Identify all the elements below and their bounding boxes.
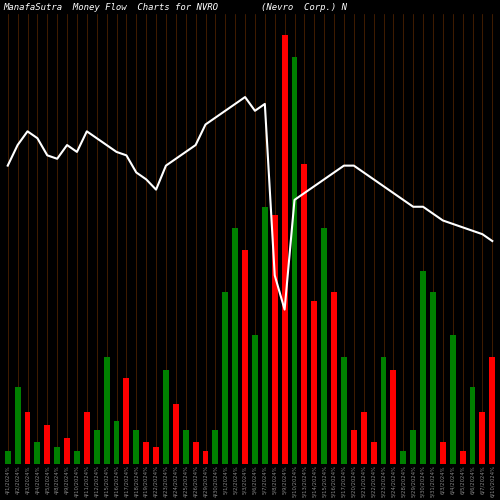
Bar	[173, 404, 179, 464]
Bar	[232, 228, 238, 464]
Bar	[312, 301, 317, 464]
Bar	[124, 378, 130, 464]
Bar	[351, 430, 357, 464]
Bar	[321, 228, 327, 464]
Bar	[153, 446, 159, 464]
Bar	[370, 442, 376, 464]
Bar	[5, 451, 10, 464]
Bar	[400, 451, 406, 464]
Bar	[361, 412, 366, 464]
Bar	[163, 370, 169, 464]
Bar	[74, 451, 80, 464]
Bar	[34, 442, 40, 464]
Bar	[202, 451, 208, 464]
Bar	[450, 336, 456, 464]
Bar	[24, 412, 30, 464]
Bar	[84, 412, 90, 464]
Bar	[104, 356, 110, 464]
Bar	[460, 451, 466, 464]
Bar	[470, 386, 476, 464]
Bar	[302, 164, 308, 464]
Bar	[54, 446, 60, 464]
Bar	[114, 421, 119, 464]
Bar	[134, 430, 139, 464]
Bar	[14, 386, 20, 464]
Bar	[222, 292, 228, 464]
Bar	[282, 36, 288, 464]
Bar	[143, 442, 149, 464]
Bar	[272, 216, 278, 464]
Bar	[390, 370, 396, 464]
Bar	[183, 430, 188, 464]
Bar	[242, 250, 248, 464]
Bar	[490, 356, 495, 464]
Bar	[212, 430, 218, 464]
Bar	[262, 207, 268, 464]
Bar	[331, 292, 337, 464]
Bar	[410, 430, 416, 464]
Bar	[64, 438, 70, 464]
Bar	[44, 426, 50, 464]
Bar	[252, 336, 258, 464]
Bar	[94, 430, 100, 464]
Bar	[440, 442, 446, 464]
Bar	[192, 442, 198, 464]
Bar	[380, 356, 386, 464]
Text: ManafaSutra  Money Flow  Charts for NVRO        (Nevro  Corp.) N: ManafaSutra Money Flow Charts for NVRO (…	[3, 3, 347, 12]
Bar	[430, 292, 436, 464]
Bar	[341, 356, 347, 464]
Bar	[480, 412, 486, 464]
Bar	[292, 57, 298, 464]
Bar	[420, 271, 426, 464]
